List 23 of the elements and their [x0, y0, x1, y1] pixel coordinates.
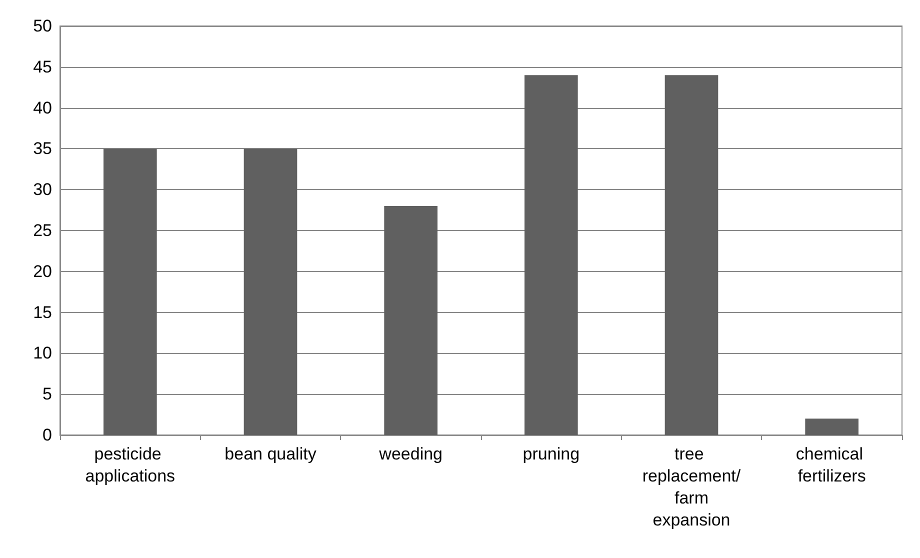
- x-tick-label: pesticide applications: [85, 444, 176, 486]
- y-tick-label: 25: [33, 221, 52, 240]
- x-tick-label: weeding: [378, 444, 442, 464]
- y-tick-label: 20: [33, 262, 52, 281]
- y-tick-label: 0: [42, 426, 52, 444]
- bar: [664, 75, 718, 435]
- y-tick-label: 45: [33, 57, 52, 76]
- x-tick-label: bean quality: [224, 444, 317, 464]
- y-tick-label: 50: [33, 16, 52, 36]
- bar: [524, 75, 578, 435]
- bar: [244, 148, 298, 435]
- y-tick-label: 15: [33, 302, 52, 322]
- bar: [104, 148, 157, 435]
- x-tick-label: tree replacement/ farm expansion: [642, 444, 741, 530]
- bar: [805, 418, 858, 435]
- x-tick-label: pruning: [522, 444, 580, 464]
- y-tick-label: 10: [33, 344, 52, 363]
- y-tick-label: 30: [33, 180, 52, 200]
- x-tick-label: chemical fertilizers: [796, 444, 868, 486]
- y-tick-label: 40: [33, 98, 52, 118]
- y-tick-label: 5: [42, 384, 52, 404]
- bar: [384, 206, 438, 435]
- y-tick-label: 35: [33, 139, 52, 158]
